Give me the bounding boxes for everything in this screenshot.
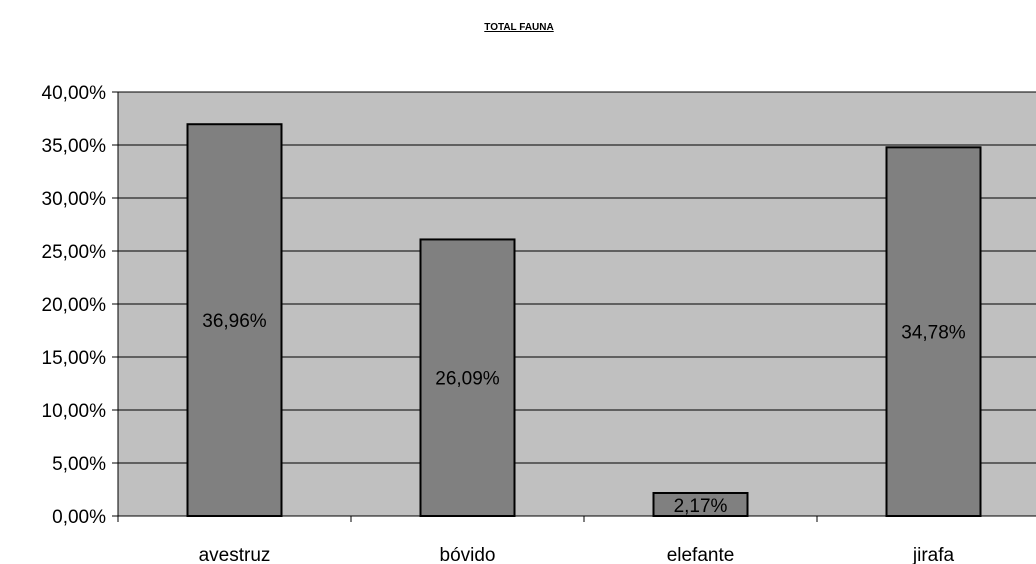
y-tick-label: 0,00% — [52, 507, 106, 528]
y-tick-label: 20,00% — [42, 295, 107, 316]
y-tick-label: 10,00% — [42, 401, 107, 422]
data-label: 36,96% — [202, 311, 267, 332]
x-axis-category-labels: avestruz bóvido elefante jirafa — [199, 545, 955, 564]
axes — [112, 91, 1036, 522]
bar-avestruz — [186, 123, 283, 517]
bars — [186, 123, 982, 517]
data-label: 2,17% — [674, 496, 728, 517]
y-tick-label: 5,00% — [52, 454, 106, 475]
x-category-label: jirafa — [912, 545, 955, 564]
x-category-label: avestruz — [199, 545, 271, 564]
y-tick-label: 35,00% — [42, 136, 107, 157]
y-axis-tick-labels: 0,00% 5,00% 10,00% 15,00% 20,00% 25,00% 30,00%… — [42, 83, 107, 528]
y-tick-label: 40,00% — [42, 83, 107, 104]
bar-jirafa — [885, 146, 982, 517]
x-category-label: bóvido — [440, 545, 496, 564]
y-tick-label: 25,00% — [42, 242, 107, 263]
bar-bóvido — [419, 238, 516, 517]
x-category-label: elefante — [667, 545, 735, 564]
chart-title: TOTAL FAUNA — [484, 22, 553, 33]
y-tick-label: 30,00% — [42, 189, 107, 210]
y-tick-label: 15,00% — [42, 348, 107, 369]
data-label: 26,09% — [435, 369, 500, 390]
data-labels: 36,96% 26,09% 2,17% 34,78% — [202, 311, 966, 517]
data-label: 34,78% — [901, 323, 966, 344]
